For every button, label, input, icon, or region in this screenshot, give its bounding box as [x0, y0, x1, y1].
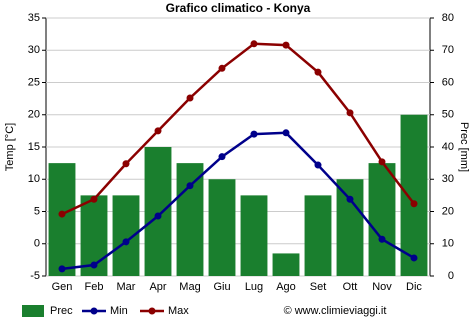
bar [48, 163, 76, 276]
point [378, 158, 386, 166]
point [218, 64, 226, 72]
y2-tick-label: 30 [442, 173, 454, 185]
point [122, 160, 130, 168]
point [410, 254, 418, 262]
bar [336, 179, 364, 276]
point [58, 210, 66, 218]
point [346, 109, 354, 117]
y2-tick-label: 0 [448, 270, 454, 282]
legend-label: Max [168, 305, 189, 317]
point [90, 261, 98, 269]
point [346, 195, 354, 203]
y-tick-label: 10 [28, 173, 40, 185]
source: © www.climieviaggi.it [284, 305, 387, 317]
y-tick-label: 20 [28, 109, 40, 121]
point [314, 68, 322, 76]
legend-label: Prec [50, 305, 73, 317]
x-tick-label: Nov [372, 281, 392, 293]
bar [208, 179, 236, 276]
line [61, 131, 415, 271]
y-tick-label: 35 [28, 12, 40, 24]
y-tick-label: 15 [28, 141, 40, 153]
point [186, 94, 194, 102]
legend-swatch [90, 307, 98, 315]
point [250, 40, 258, 48]
legend-label: Min [110, 305, 128, 317]
bar [144, 147, 172, 276]
x-tick-label: Set [310, 281, 327, 293]
y2-tick-label: 40 [442, 141, 454, 153]
x-tick-label: Gen [52, 281, 73, 293]
point [314, 161, 322, 169]
x-tick-label: Dic [406, 281, 422, 293]
x-tick-label: Ott [343, 281, 358, 293]
line [61, 42, 415, 216]
y2-tick-label: 70 [442, 44, 454, 56]
y2-tick-label: 20 [442, 205, 454, 217]
y-axis-label: Temp [°C] [4, 123, 16, 171]
y2-axis-label: Prec [mm] [458, 122, 470, 172]
y-tick-label: 5 [34, 205, 40, 217]
bar [304, 195, 332, 276]
point [90, 195, 98, 203]
y-tick-label: 25 [28, 76, 40, 88]
x-tick-label: Giu [213, 281, 230, 293]
y-tick-label: -5 [30, 270, 40, 282]
point [250, 130, 258, 138]
x-tick-label: Mag [179, 281, 200, 293]
bar [272, 253, 300, 276]
point [282, 41, 290, 49]
point [122, 238, 130, 246]
chart-title: Grafico climatico - Konya [166, 1, 311, 15]
x-tick-label: Mar [117, 281, 136, 293]
y2-tick-label: 10 [442, 238, 454, 250]
legend-swatch [22, 305, 44, 317]
y2-tick-label: 50 [442, 109, 454, 121]
bar [400, 114, 428, 276]
point [58, 265, 66, 273]
point [154, 127, 162, 135]
point [378, 235, 386, 243]
y-tick-label: 0 [34, 238, 40, 250]
point [282, 129, 290, 137]
point [154, 212, 162, 220]
x-tick-label: Ago [276, 281, 296, 293]
x-tick-label: Feb [85, 281, 104, 293]
bar [176, 163, 204, 276]
legend-swatch [148, 307, 156, 315]
point [410, 200, 418, 208]
bar [240, 195, 268, 276]
y-tick-label: 30 [28, 44, 40, 56]
bar [368, 163, 396, 276]
x-tick-label: Apr [149, 281, 166, 293]
y2-tick-label: 80 [442, 12, 454, 24]
y2-tick-label: 60 [442, 76, 454, 88]
point [186, 182, 194, 190]
x-tick-label: Lug [245, 281, 263, 293]
point [218, 153, 226, 161]
